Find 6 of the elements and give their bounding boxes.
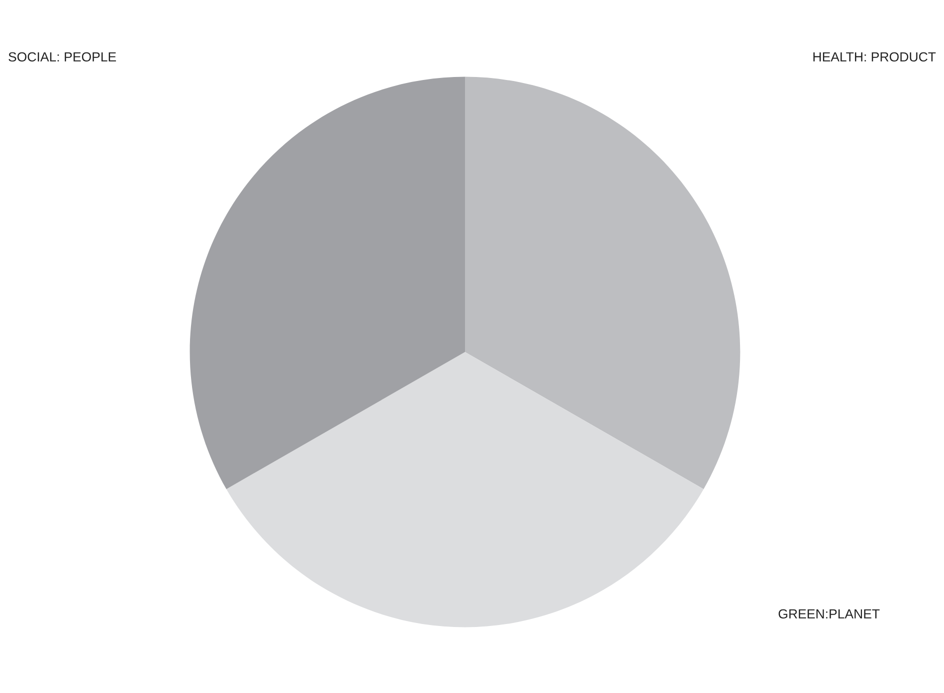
pie-slice (226, 352, 704, 628)
slice-label: GREEN:PLANET (778, 609, 880, 619)
slice-label: HEALTH: PRODUCT (813, 52, 936, 62)
pie-slice (190, 76, 465, 490)
slice-label: SOCIAL: PEOPLE (8, 52, 116, 62)
pie-slice (465, 76, 740, 490)
